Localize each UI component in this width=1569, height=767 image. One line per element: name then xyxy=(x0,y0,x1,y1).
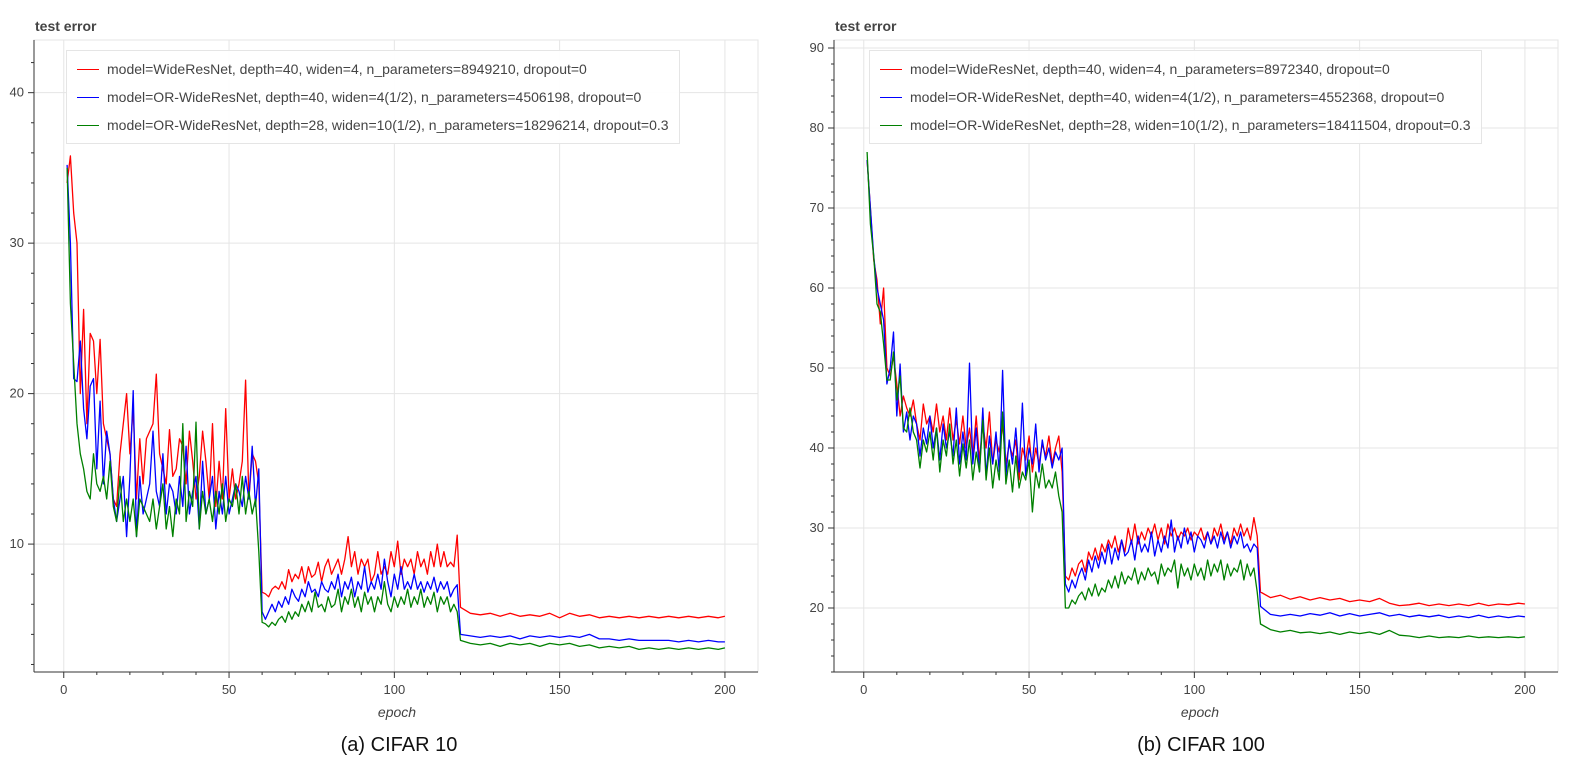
y-tick-label: 30 xyxy=(10,235,24,250)
figure-caption: (b) CIFAR 100 xyxy=(1137,734,1265,756)
x-tick-label: 0 xyxy=(60,682,67,697)
series-line-3 xyxy=(866,151,1525,639)
legend-item: model=OR-WideResNet, depth=28, widen=10(… xyxy=(77,111,669,139)
series-line-2 xyxy=(66,164,725,643)
x-axis-label: epoch xyxy=(1180,704,1220,720)
series-line-1 xyxy=(66,155,726,619)
x-tick-label: 200 xyxy=(1514,682,1536,697)
x-tick-label: 100 xyxy=(1183,682,1205,697)
legend-swatch xyxy=(77,124,99,126)
legend-item: model=WideResNet, depth=40, widen=4, n_p… xyxy=(77,55,669,83)
chart-legend: model=WideResNet, depth=40, widen=4, n_p… xyxy=(869,50,1482,144)
legend-item: model=WideResNet, depth=40, widen=4, n_p… xyxy=(880,55,1471,83)
x-tick-label: 50 xyxy=(222,682,236,697)
x-tick-label: 150 xyxy=(1349,682,1371,697)
legend-item: model=OR-WideResNet, depth=40, widen=4(1… xyxy=(77,83,669,111)
legend-item: model=OR-WideResNet, depth=40, widen=4(1… xyxy=(880,83,1471,111)
chart-title: test error xyxy=(35,18,97,34)
y-tick-label: 90 xyxy=(810,40,824,55)
legend-swatch xyxy=(880,96,902,98)
y-tick-label: 20 xyxy=(810,600,824,615)
y-tick-label: 80 xyxy=(810,120,824,135)
series-line-3 xyxy=(66,167,726,651)
legend-label: model=WideResNet, depth=40, widen=4, n_p… xyxy=(107,61,587,77)
y-tick-label: 50 xyxy=(810,360,824,375)
legend-label: model=OR-WideResNet, depth=40, widen=4(1… xyxy=(107,89,642,105)
legend-swatch xyxy=(880,124,902,126)
series-line-1 xyxy=(866,159,1525,607)
y-tick-label: 70 xyxy=(810,200,824,215)
x-axis-label: epoch xyxy=(377,704,417,720)
y-tick-label: 10 xyxy=(10,536,24,551)
y-tick-label: 30 xyxy=(810,520,824,535)
x-tick-label: 50 xyxy=(1022,682,1036,697)
legend-label: model=OR-WideResNet, depth=40, widen=4(1… xyxy=(910,89,1445,105)
y-tick-label: 40 xyxy=(10,85,24,100)
legend-swatch xyxy=(77,68,99,70)
chart-title: test error xyxy=(835,18,897,34)
legend-label: model=WideResNet, depth=40, widen=4, n_p… xyxy=(910,61,1390,77)
chart-legend: model=WideResNet, depth=40, widen=4, n_p… xyxy=(66,50,680,144)
legend-swatch xyxy=(77,96,99,98)
y-tick-label: 20 xyxy=(10,386,24,401)
legend-swatch xyxy=(880,68,902,70)
figure-caption: (a) CIFAR 10 xyxy=(340,734,458,756)
y-tick-label: 60 xyxy=(810,280,824,295)
legend-label: model=OR-WideResNet, depth=28, widen=10(… xyxy=(107,117,669,133)
x-tick-label: 200 xyxy=(714,682,736,697)
chart-panel-cifar100: 0 50 100 150 200 20 30 40 50 60 70 80 90 test error … xyxy=(784,0,1568,767)
x-tick-label: 100 xyxy=(383,682,405,697)
x-tick-label: 150 xyxy=(549,682,571,697)
y-tick-label: 40 xyxy=(810,440,824,455)
legend-label: model=OR-WideResNet, depth=28, widen=10(… xyxy=(910,117,1471,133)
series-line-2 xyxy=(866,159,1525,619)
legend-item: model=OR-WideResNet, depth=28, widen=10(… xyxy=(880,111,1471,139)
chart-panel-cifar10: 0 50 100 150 200 10 20 30 40 test error model=Wi… xyxy=(0,0,784,767)
x-tick-label: 0 xyxy=(860,682,867,697)
